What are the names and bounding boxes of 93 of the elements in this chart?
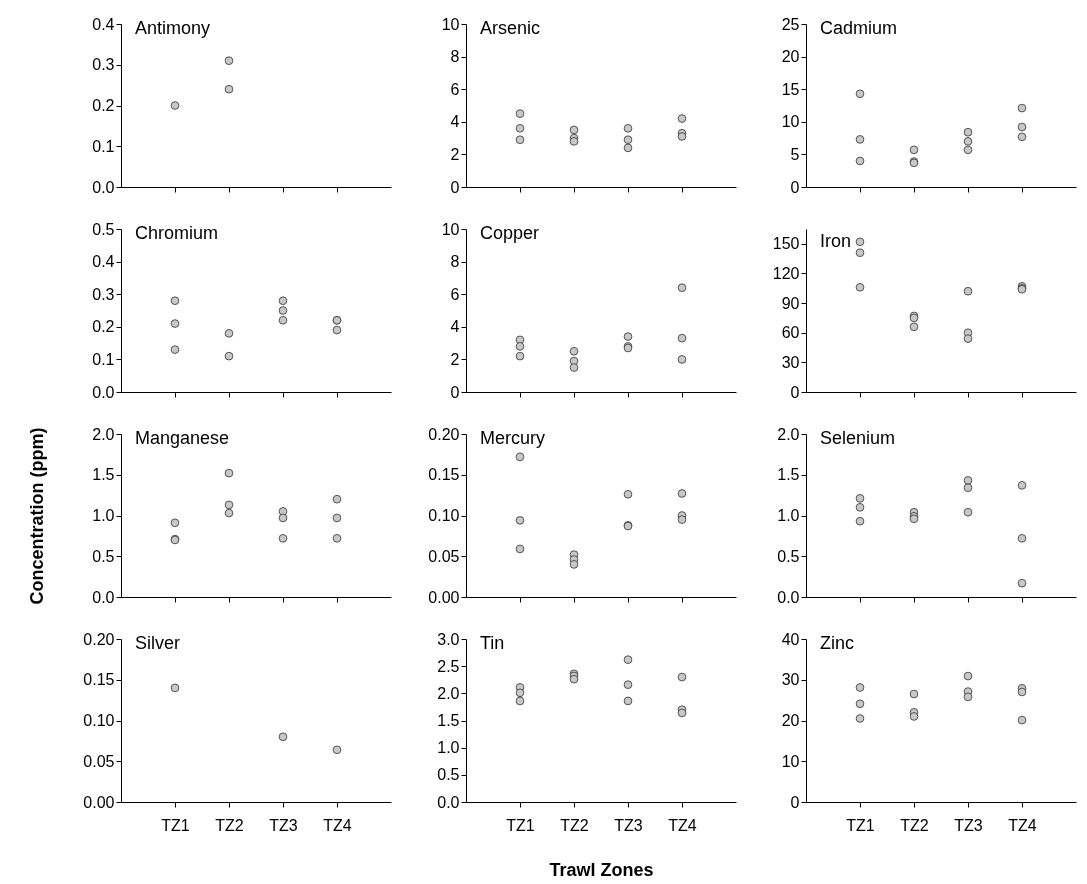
- y-tick-label: 0.5: [437, 766, 460, 784]
- y-tick-label: 15: [781, 80, 800, 98]
- y-tick-label: 0.2: [92, 97, 115, 114]
- y-tick-label: 20: [781, 48, 800, 66]
- y-tick-label: 10: [441, 15, 460, 33]
- y-tick-label: 0.00: [428, 588, 460, 606]
- y-tick-label: 0: [450, 178, 460, 196]
- y-tick-label: 10: [441, 220, 460, 238]
- chart-title: Cadmium: [820, 18, 898, 38]
- y-tick-label: 60: [781, 324, 800, 342]
- chart-title: Tin: [480, 633, 505, 653]
- y-tick-label: 30: [781, 353, 800, 371]
- y-tick-label: 0.2: [92, 318, 115, 336]
- y-tick-label: 2.5: [437, 657, 460, 675]
- y-tick-label: 2.0: [777, 425, 800, 443]
- x-tick-label: TZ1: [161, 816, 190, 834]
- y-axis-title: Concentration (ppm): [27, 427, 48, 605]
- chart-title: Arsenic: [480, 18, 541, 38]
- y-tick-label: 4: [450, 318, 460, 336]
- y-tick-label: 1.0: [777, 507, 800, 524]
- x-tick-label: TZ2: [900, 816, 929, 834]
- x-axis-title: Trawl Zones: [549, 859, 654, 880]
- y-tick-label: 30: [781, 671, 800, 689]
- y-tick-label: 10: [781, 752, 800, 770]
- chart-title: Iron: [820, 231, 852, 251]
- y-tick-label: 0.0: [92, 178, 115, 196]
- y-tick-label: 25: [781, 15, 800, 33]
- y-tick-label: 0.05: [428, 547, 460, 565]
- y-tick-label: 0.10: [83, 712, 115, 729]
- y-tick-label: 0.5: [92, 220, 115, 238]
- y-tick-label: 0.0: [437, 793, 460, 811]
- y-tick-label: 0.1: [92, 137, 115, 155]
- x-tick-label: TZ3: [269, 816, 298, 834]
- chart-title: Manganese: [135, 428, 230, 448]
- y-tick-label: 0: [790, 178, 800, 196]
- x-tick-label: TZ4: [323, 816, 352, 834]
- x-tick-label: TZ3: [954, 816, 983, 834]
- chart-title: Antimony: [135, 18, 211, 38]
- y-tick-label: 0.5: [92, 547, 115, 565]
- y-tick-label: 1.0: [92, 507, 115, 524]
- y-tick-label: 0.0: [777, 588, 800, 606]
- y-tick-label: 0.00: [83, 793, 115, 811]
- y-tick-label: 0.15: [428, 466, 460, 484]
- y-tick-label: 0.0: [92, 588, 115, 606]
- y-tick-label: 90: [781, 294, 800, 312]
- y-tick-label: 150: [772, 235, 800, 253]
- y-tick-label: 4: [450, 113, 460, 131]
- y-tick-label: 0.4: [92, 15, 115, 33]
- y-tick-label: 0.4: [92, 253, 115, 271]
- chart-title: Silver: [135, 633, 181, 653]
- x-tick-label: TZ2: [560, 816, 589, 834]
- x-tick-label: TZ4: [1008, 816, 1037, 834]
- y-tick-label: 6: [450, 285, 460, 303]
- y-tick-label: 10: [781, 113, 800, 131]
- y-tick-label: 8: [450, 48, 460, 66]
- y-tick-label: 0.1: [92, 350, 115, 368]
- x-tick-label: TZ3: [614, 816, 643, 834]
- y-tick-label: 0: [790, 383, 800, 401]
- y-tick-label: 0: [450, 383, 460, 401]
- y-tick-label: 0.5: [777, 547, 800, 565]
- y-tick-label: 2.0: [92, 425, 115, 443]
- y-tick-label: 0.3: [92, 56, 115, 74]
- y-tick-label: 6: [450, 80, 460, 98]
- y-tick-label: 1.5: [777, 466, 800, 484]
- y-tick-label: 0.10: [428, 507, 460, 524]
- y-tick-label: 2: [450, 350, 460, 368]
- chart-title: Zinc: [820, 633, 855, 653]
- y-tick-label: 1.0: [437, 739, 460, 757]
- x-tick-label: TZ1: [846, 816, 875, 834]
- y-tick-label: 120: [772, 264, 800, 282]
- y-tick-label: 2.0: [437, 684, 460, 702]
- y-tick-label: 0.20: [83, 630, 115, 648]
- x-tick-label: TZ1: [506, 816, 535, 834]
- y-tick-label: 1.5: [92, 466, 115, 484]
- y-tick-label: 0: [790, 793, 800, 811]
- x-tick-label: TZ2: [215, 816, 244, 834]
- y-tick-label: 0.05: [83, 752, 115, 770]
- y-tick-label: 0.3: [92, 285, 115, 303]
- chart-title: Selenium: [820, 428, 896, 448]
- y-tick-label: 0.0: [92, 383, 115, 401]
- y-tick-label: 0.15: [83, 671, 115, 689]
- y-tick-label: 5: [790, 145, 800, 163]
- chart-title: Chromium: [135, 223, 219, 243]
- chart-title: Mercury: [480, 428, 546, 448]
- x-tick-label: TZ4: [668, 816, 697, 834]
- y-tick-label: 2: [450, 145, 460, 163]
- y-tick-label: 8: [450, 253, 460, 271]
- y-tick-label: 0.20: [428, 425, 460, 443]
- y-tick-label: 40: [781, 630, 800, 648]
- chart-title: Copper: [480, 223, 540, 243]
- y-tick-label: 1.5: [437, 712, 460, 729]
- y-tick-label: 20: [781, 712, 800, 729]
- y-tick-label: 3.0: [437, 630, 460, 648]
